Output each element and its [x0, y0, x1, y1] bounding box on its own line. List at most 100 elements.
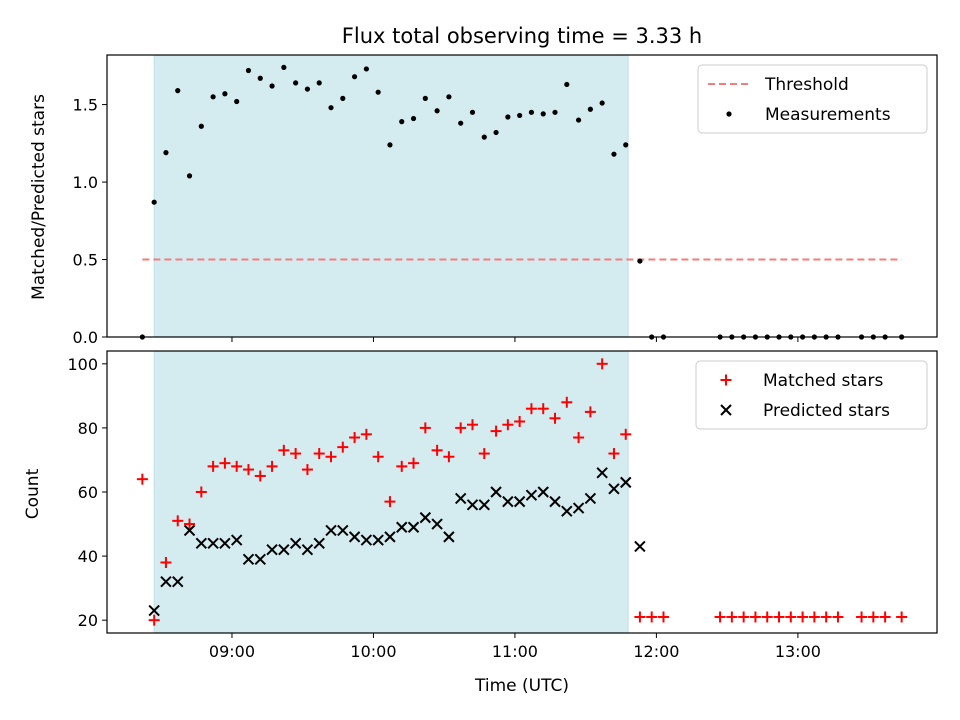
predicted-star-point — [360, 534, 373, 546]
matched-star-point — [514, 416, 526, 427]
x-tick-label: 09:00 — [209, 642, 255, 661]
matched-star-point — [372, 451, 384, 463]
x-tick-label: 11:00 — [492, 642, 538, 661]
predicted-star-point — [172, 576, 184, 588]
measurement-point — [363, 66, 369, 72]
matched-star-point — [867, 611, 879, 623]
matched-star-point — [525, 403, 537, 415]
measurement-point — [637, 258, 643, 264]
measurement-point — [422, 95, 428, 101]
matched-star-point — [301, 464, 313, 476]
matched-star-point — [502, 419, 514, 431]
measurement-point — [293, 80, 299, 86]
predicted-star-point — [160, 576, 172, 588]
legend-matched-label: Matched stars — [763, 371, 883, 391]
predicted-star-point — [584, 492, 597, 505]
predicted-star-point — [561, 505, 573, 517]
matched-star-point — [195, 486, 207, 498]
predicted-star-point — [525, 489, 538, 501]
measurement-point — [257, 75, 263, 81]
predicted-star-point — [313, 537, 325, 549]
predicted-star-point — [242, 553, 255, 566]
predicted-star-point — [289, 537, 302, 549]
matched-star-point — [349, 432, 361, 444]
x-tick-label: 10:00 — [350, 642, 396, 661]
matched-star-point — [749, 611, 761, 623]
matched-star-point — [808, 611, 820, 623]
measurement-point — [222, 91, 228, 97]
measurement-point — [564, 81, 570, 88]
legend-threshold-label: Threshold — [764, 75, 849, 95]
measurement-point — [458, 120, 464, 126]
matched-star-point — [596, 358, 608, 370]
measurement-point — [399, 119, 405, 125]
matched-star-point — [797, 611, 809, 623]
measurement-point — [587, 106, 593, 112]
matched-star-point — [148, 614, 160, 626]
matched-star-point — [646, 611, 658, 623]
measurement-point — [552, 109, 558, 115]
measurement-point — [198, 123, 204, 129]
measurement-point — [575, 117, 582, 123]
predicted-star-point — [396, 521, 408, 533]
measurement-point — [446, 94, 452, 100]
top-plot-matched-ratio: 0.0 0.5 1.0 1.5 Threshold Measurements — [73, 54, 938, 347]
bottom-plot-frame — [106, 350, 938, 634]
measurement-point — [611, 151, 617, 157]
matched-star-point — [431, 444, 443, 456]
observing-window-shade — [154, 55, 629, 337]
matched-star-point — [896, 611, 908, 623]
y-tick-label: 1.0 — [73, 173, 98, 192]
matched-star-point — [313, 448, 325, 460]
legend-measurements-label: Measurements — [765, 105, 891, 125]
legend-predicted-label: Predicted stars — [763, 401, 890, 421]
measurement-point — [375, 89, 381, 95]
measurement-point — [151, 199, 157, 205]
predicted-star-point — [183, 524, 196, 537]
measurement-point — [269, 83, 275, 89]
x-tick-label: 13:00 — [775, 642, 821, 661]
predicted-star-point — [230, 534, 243, 546]
predicted-star-point — [348, 531, 361, 543]
measurement-point — [186, 173, 193, 179]
matched-star-point — [726, 611, 738, 623]
predicted-star-point — [384, 531, 396, 543]
matched-star-point — [773, 611, 785, 623]
measurement-point — [410, 115, 417, 122]
matched-star-point — [832, 611, 844, 623]
matched-star-point — [820, 611, 832, 623]
predicted-star-point — [195, 537, 208, 549]
predicted-star-point — [407, 521, 420, 533]
matched-star-point — [443, 451, 455, 463]
matched-star-point — [490, 425, 502, 437]
matched-star-point — [360, 428, 372, 440]
measurement-point — [163, 150, 169, 156]
top-plot-frame — [106, 54, 938, 338]
measurement-point — [493, 129, 499, 136]
legend-predicted-swatch — [720, 404, 732, 416]
matched-star-point — [337, 441, 349, 453]
predicted-star-point — [466, 499, 479, 511]
matched-star-point — [561, 396, 573, 408]
matched-star-point — [419, 422, 431, 434]
matched-star-point — [384, 496, 396, 508]
matched-star-point — [278, 444, 290, 456]
measurement-point — [540, 111, 546, 117]
matched-star-point — [136, 473, 148, 485]
predicted-star-point — [502, 495, 514, 508]
matched-star-point — [573, 432, 585, 444]
matched-star-point — [266, 460, 278, 472]
y-tick-label: 0.5 — [73, 251, 98, 270]
predicted-star-point — [596, 467, 608, 479]
top-legend: Threshold Measurements — [697, 64, 928, 134]
matched-star-point — [207, 460, 219, 472]
measurement-point — [340, 95, 346, 101]
predicted-star-point — [537, 486, 549, 498]
matched-star-point — [254, 470, 266, 482]
measurement-point — [328, 105, 334, 111]
matched-star-point — [290, 448, 302, 460]
measurement-point — [599, 100, 605, 106]
matched-star-point — [184, 518, 196, 530]
predicted-star-point — [443, 531, 455, 543]
predicted-star-point — [301, 543, 314, 556]
